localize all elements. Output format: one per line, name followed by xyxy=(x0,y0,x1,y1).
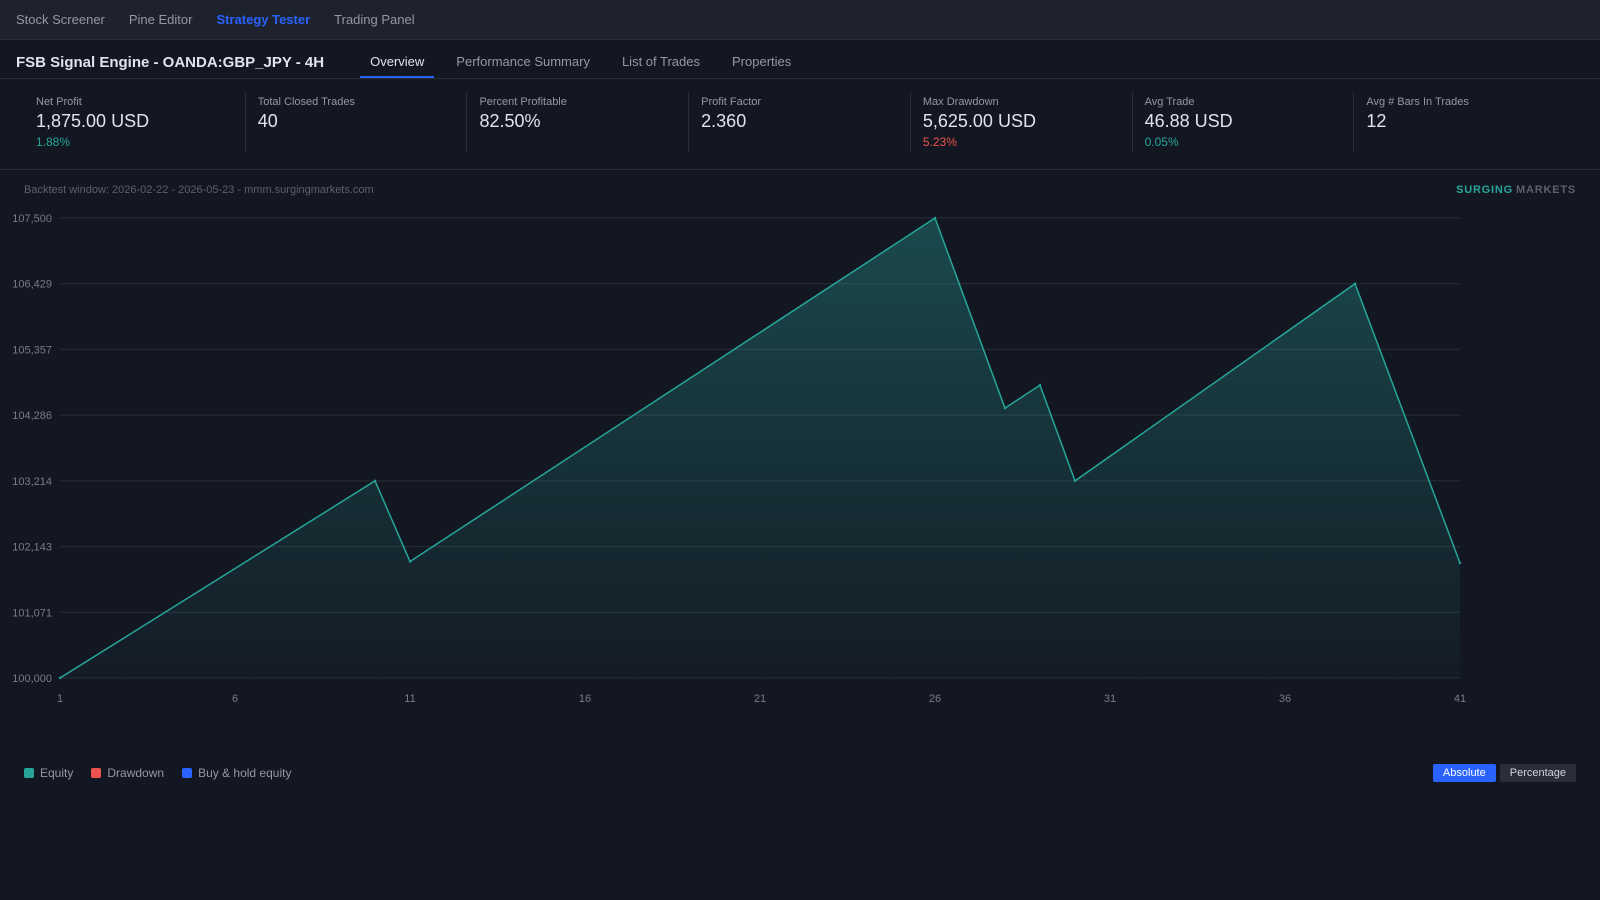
tab-overview[interactable]: Overview xyxy=(360,54,435,78)
legend-label: Equity xyxy=(40,766,74,780)
x-tick-label: 41 xyxy=(1454,693,1466,705)
legend-swatch xyxy=(91,768,102,778)
legend-item-equity[interactable]: Equity xyxy=(24,766,73,780)
nav-stock-screener[interactable]: Stock Screener xyxy=(16,12,105,27)
stat-value: 2.360 xyxy=(701,111,747,131)
tab-performance-summary[interactable]: Performance Summary xyxy=(456,54,590,69)
y-tick-label: 104,286 xyxy=(12,410,52,422)
equity-point xyxy=(408,560,412,563)
equity-point xyxy=(1353,282,1357,285)
stat-sub: 1.88% xyxy=(36,135,71,149)
stat-max-drawdown: Max Drawdown 5,625.00 USD 5.23% xyxy=(911,92,1133,152)
equity-chart[interactable]: 100,000 101,071 102,143 103,214 104,286 105,3… xyxy=(0,170,1600,730)
equity-point xyxy=(933,216,937,220)
stat-value: 82.50% xyxy=(479,111,541,131)
brand-text-secondary: MARKETS xyxy=(1516,184,1576,196)
stat-sub: 0.05% xyxy=(1144,135,1179,149)
legend-swatch xyxy=(24,768,34,778)
equity-point xyxy=(58,676,62,680)
y-tick-label: 107,500 xyxy=(12,213,52,225)
brand-logo: SURGING MARKETS xyxy=(1456,184,1576,196)
stat-label: Percent Profitable xyxy=(479,96,567,108)
stat-value: 12 xyxy=(1366,111,1387,131)
legend-swatch xyxy=(182,768,193,778)
y-tick-label: 102,143 xyxy=(12,542,52,554)
legend-label: Drawdown xyxy=(107,766,165,780)
stat-value: 40 xyxy=(257,111,278,131)
nav-pine-editor[interactable]: Pine Editor xyxy=(128,12,193,27)
y-tick-label: 106,429 xyxy=(12,279,52,291)
brand-text-primary: SURGING xyxy=(1456,184,1513,196)
equity-point xyxy=(1003,406,1007,410)
legend-label: Buy & hold equity xyxy=(198,766,292,780)
strategy-header: FSB Signal Engine - OANDA:GBP_JPY - 4H O… xyxy=(0,40,1600,79)
tab-list-of-trades[interactable]: List of Trades xyxy=(621,54,700,69)
top-navigation: Stock Screener Pine Editor Strategy Test… xyxy=(0,0,1600,40)
stat-total-closed-trades: Total Closed Trades 40 xyxy=(246,92,468,152)
y-tick-label: 103,214 xyxy=(12,476,52,488)
stat-value: 46.88 USD xyxy=(1144,111,1233,131)
x-tick-label: 21 xyxy=(754,693,766,705)
equity-point xyxy=(1458,561,1462,565)
stat-net-profit: Net Profit 1,875.00 USD 1.88% xyxy=(24,92,246,152)
percentage-toggle-button[interactable]: Percentage xyxy=(1499,764,1576,782)
equity-area xyxy=(60,218,1460,678)
stat-label: Max Drawdown xyxy=(922,96,999,108)
y-tick-label: 105,357 xyxy=(12,344,52,356)
equity-chart-area: Backtest window: 2026-02-22 - 2026-05-23… xyxy=(0,170,1600,730)
stat-sub: 5.23% xyxy=(922,135,957,149)
scale-toggle-group: Absolute Percentage xyxy=(1429,764,1576,782)
stat-avg-bars-in-trades: Avg # Bars In Trades 12 xyxy=(1354,92,1576,152)
chart-legend: Equity Drawdown Buy & hold equity xyxy=(24,766,309,780)
x-tick-label: 16 xyxy=(579,693,591,705)
strategy-title: FSB Signal Engine - OANDA:GBP_JPY - 4H xyxy=(16,54,325,71)
x-tick-label: 11 xyxy=(404,693,415,705)
stat-avg-trade: Avg Trade 46.88 USD 0.05% xyxy=(1133,92,1355,152)
tab-properties[interactable]: Properties xyxy=(732,54,792,69)
x-tick-label: 26 xyxy=(929,693,941,705)
x-tick-label: 1 xyxy=(57,693,63,705)
x-tick-label: 36 xyxy=(1279,693,1291,705)
equity-point xyxy=(1038,383,1042,387)
legend-item-buy-hold-equity[interactable]: Buy & hold equity xyxy=(182,766,291,780)
nav-strategy-tester[interactable]: Strategy Tester xyxy=(216,12,311,27)
stats-bar: Net Profit 1,875.00 USD 1.88% Total Clos… xyxy=(0,79,1600,170)
x-tick-label: 6 xyxy=(232,693,238,705)
y-tick-label: 101,071 xyxy=(12,607,52,619)
stat-label: Avg Trade xyxy=(1144,96,1195,108)
legend-item-drawdown[interactable]: Drawdown xyxy=(91,766,164,780)
stat-label: Avg # Bars In Trades xyxy=(1366,96,1469,108)
stat-percent-profitable: Percent Profitable 82.50% xyxy=(467,92,690,152)
x-tick-label: 31 xyxy=(1104,693,1116,705)
stat-label: Net Profit xyxy=(36,96,82,108)
nav-trading-panel[interactable]: Trading Panel xyxy=(334,12,415,27)
absolute-toggle-button[interactable]: Absolute xyxy=(1432,764,1496,782)
stat-profit-factor: Profit Factor 2.360 xyxy=(689,92,911,152)
y-tick-label: 100,000 xyxy=(12,673,52,685)
equity-point xyxy=(1073,479,1077,483)
backtest-window-note: Backtest window: 2026-02-22 - 2026-05-23… xyxy=(24,184,374,196)
stat-value: 1,875.00 USD xyxy=(36,111,150,131)
stat-value: 5,625.00 USD xyxy=(922,111,1036,131)
stat-label: Profit Factor xyxy=(701,96,762,108)
equity-point xyxy=(373,479,377,483)
stat-label: Total Closed Trades xyxy=(257,96,355,108)
